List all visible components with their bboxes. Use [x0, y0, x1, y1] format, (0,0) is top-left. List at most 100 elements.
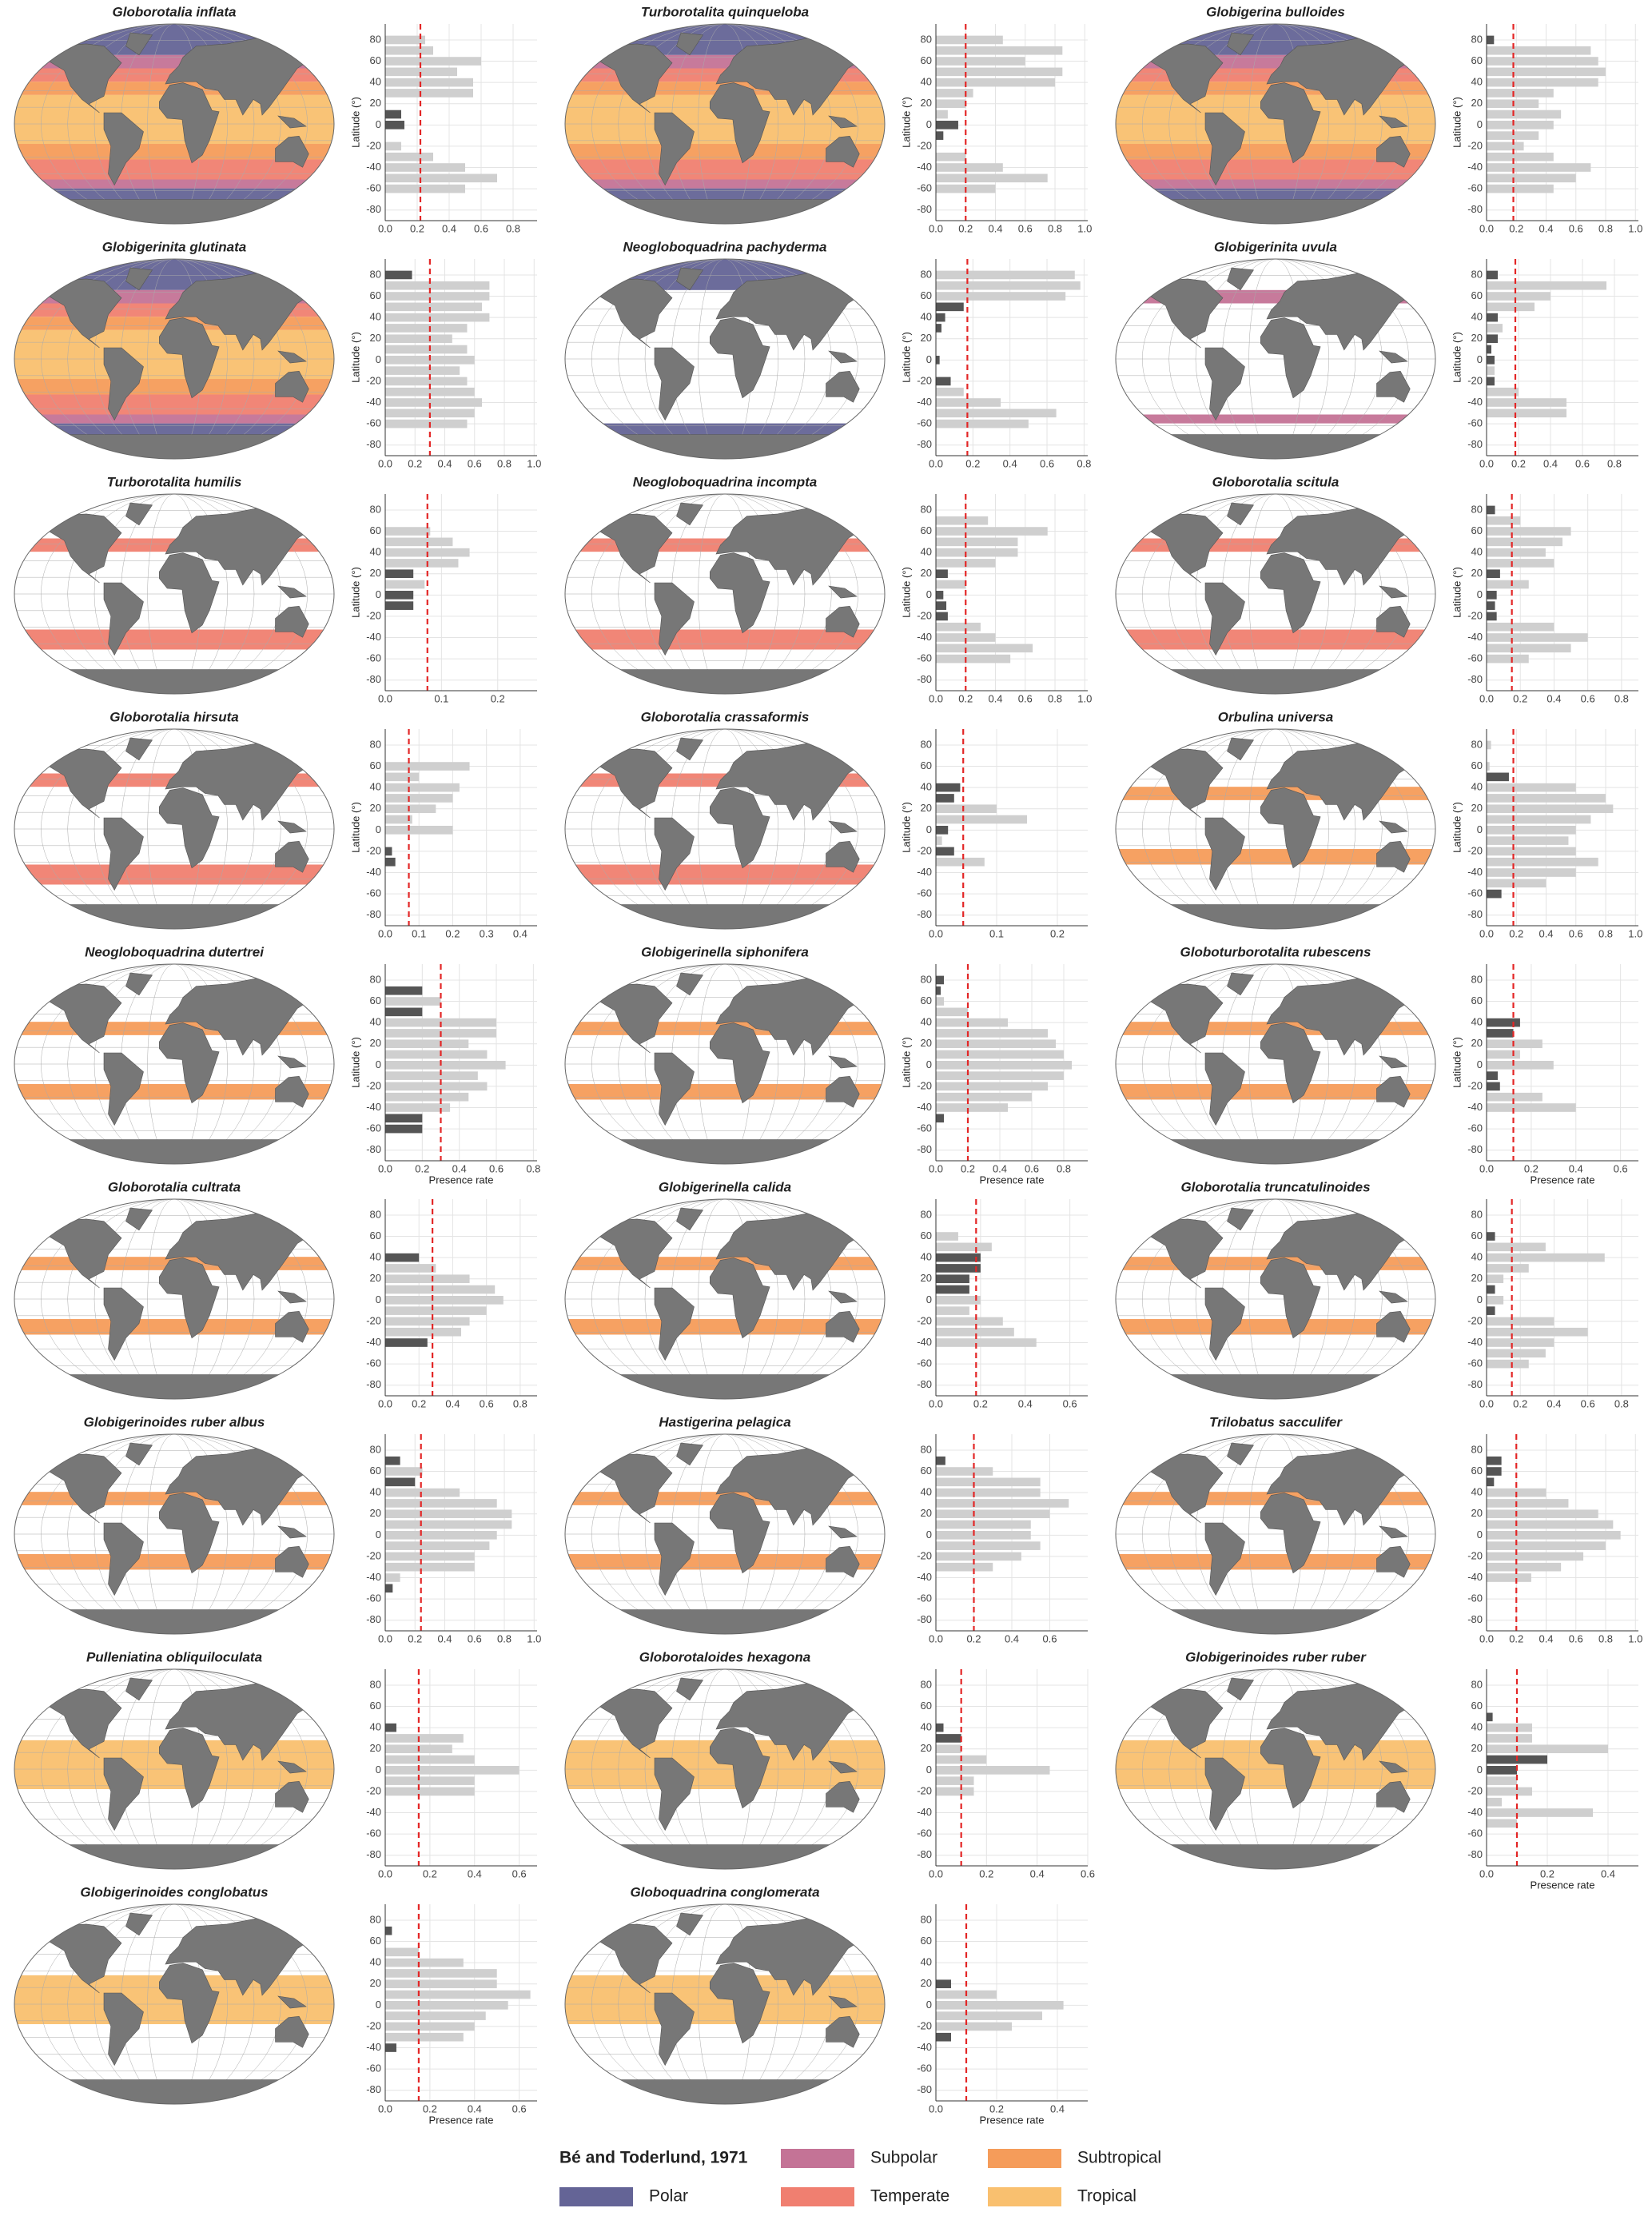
bar	[1487, 1766, 1517, 1775]
bar	[1487, 569, 1500, 579]
x-tick-label: 0.1	[989, 927, 1004, 939]
bar	[1487, 826, 1576, 835]
x-tick-label: 0.2	[423, 2102, 437, 2114]
y-tick-label: -20	[366, 139, 381, 151]
bar	[385, 1990, 531, 1999]
y-tick-label: 0	[926, 1058, 932, 1070]
bar-chart: -80 -60 -40 -20 0 20 40 60 80 0.0 0.2 0.4 0.6 0.8 Lati…	[1451, 494, 1638, 704]
bar	[1487, 591, 1497, 600]
y-tick-label: 0	[926, 353, 932, 365]
x-tick-label: 0.6	[489, 1162, 504, 1174]
bar	[1487, 580, 1529, 589]
x-tick-label: 0.0	[929, 1162, 943, 1174]
bar	[385, 173, 497, 183]
y-tick-label: 0	[1477, 1529, 1483, 1540]
y-tick-label: 20	[370, 1742, 381, 1754]
bar	[936, 591, 944, 600]
y-tick-label: 40	[921, 1486, 932, 1498]
bar	[385, 1979, 497, 1989]
bar	[936, 1306, 969, 1315]
x-tick-label: 0.0	[378, 1397, 392, 1409]
bar	[936, 1114, 944, 1123]
panel: Hastigerina pelagica -80 -60 -40 -20 0 20 40 60 8…	[564, 1414, 1088, 1644]
graticule	[67, 24, 281, 224]
y-tick-label: -80	[1467, 673, 1483, 685]
y-tick-label: -80	[366, 908, 381, 920]
bar	[936, 1327, 1014, 1337]
graticule	[1168, 24, 1383, 224]
y-tick-label: 20	[370, 1977, 381, 1989]
x-tick-label: 0.8	[1614, 692, 1629, 704]
bar	[936, 1734, 961, 1743]
y-tick-label: 0	[1477, 588, 1483, 600]
graticule	[618, 729, 832, 929]
bar	[1487, 1562, 1562, 1572]
bar	[936, 975, 944, 985]
bar	[385, 292, 490, 301]
map	[1115, 493, 1436, 695]
y-tick-label: -60	[917, 652, 932, 664]
panel-title: Neogloboquadrina pachyderma	[623, 239, 826, 254]
zone-band	[565, 1084, 885, 1100]
y-tick-label: -60	[366, 1827, 381, 1839]
bar	[1487, 281, 1606, 290]
y-tick-label: -80	[366, 1143, 381, 1155]
bar	[1487, 334, 1498, 344]
bar	[1487, 1039, 1543, 1049]
x-tick-label: 0.8	[1598, 222, 1613, 234]
y-tick-label: 80	[921, 738, 932, 750]
legend-swatch	[559, 2187, 633, 2206]
y-tick-label: 60	[1471, 1465, 1483, 1477]
bar	[385, 1573, 400, 1582]
bar	[385, 78, 473, 87]
x-tick-label: 0.6	[1581, 692, 1595, 704]
y-tick-label: 40	[1471, 546, 1483, 558]
map	[14, 728, 335, 930]
x-tick-label: 0.4	[993, 1162, 1007, 1174]
bar	[1487, 794, 1606, 803]
y-tick-label: -80	[1467, 1378, 1483, 1390]
panel: Globigerinoides ruber albus -80 -60 -40 -20 0…	[14, 1414, 541, 1644]
y-tick-label: -60	[917, 417, 932, 429]
x-tick-label: 0.2	[966, 1632, 981, 1644]
panel-title: Globigerinoides ruber ruber	[1185, 1649, 1367, 1664]
y-tick-label: -20	[917, 1079, 932, 1091]
bar	[1487, 740, 1491, 750]
x-tick-label: 0.8	[1048, 692, 1062, 704]
zone-band	[1116, 144, 1435, 160]
bar	[385, 2001, 508, 2010]
bar	[1487, 815, 1591, 824]
y-tick-label: -60	[917, 182, 932, 194]
graticule	[1168, 494, 1383, 694]
x-tick-label: 0.2	[1513, 1397, 1527, 1409]
bar	[936, 324, 941, 333]
bar-chart: -80 -60 -40 -20 0 20 40 60 80 0.0 0.2 0.4 0.6	[366, 1669, 537, 1879]
x-tick-label: 0.0	[378, 457, 392, 469]
map	[14, 23, 335, 225]
bar	[936, 804, 997, 814]
bar	[385, 2043, 396, 2052]
x-tick-label: 0.0	[929, 457, 943, 469]
y-tick-label: 60	[1471, 1700, 1483, 1712]
bar	[936, 387, 964, 397]
bar	[936, 281, 1081, 290]
bar	[1487, 633, 1588, 642]
bar-chart: -80 -60 -40 -20 0 20 40 60 80 0.0 0.2 0.4 0.6 0.8 1.0 L…	[900, 494, 1092, 704]
bar	[936, 173, 1048, 183]
panel: Pulleniatina obliquiloculata -80 -60 -40 -20…	[14, 1649, 537, 1879]
y-tick-label: -20	[1467, 1079, 1483, 1091]
y-tick-label: 0	[376, 823, 381, 835]
zone-band	[1116, 1319, 1435, 1335]
bar	[936, 292, 1066, 301]
x-tick-label: 1.0	[527, 1632, 541, 1644]
bar	[1487, 1296, 1504, 1305]
y-tick-label: -20	[917, 139, 932, 151]
x-tick-label: 0.0	[929, 1867, 943, 1879]
graticule	[591, 24, 858, 224]
bar	[936, 1018, 1008, 1027]
panel-title: Neogloboquadrina incompta	[633, 474, 817, 489]
y-axis-label: Latitude (°)	[1451, 332, 1463, 383]
y-tick-label: 60	[370, 289, 381, 301]
y-tick-label: -80	[366, 2083, 381, 2095]
y-tick-label: 60	[1471, 524, 1483, 536]
